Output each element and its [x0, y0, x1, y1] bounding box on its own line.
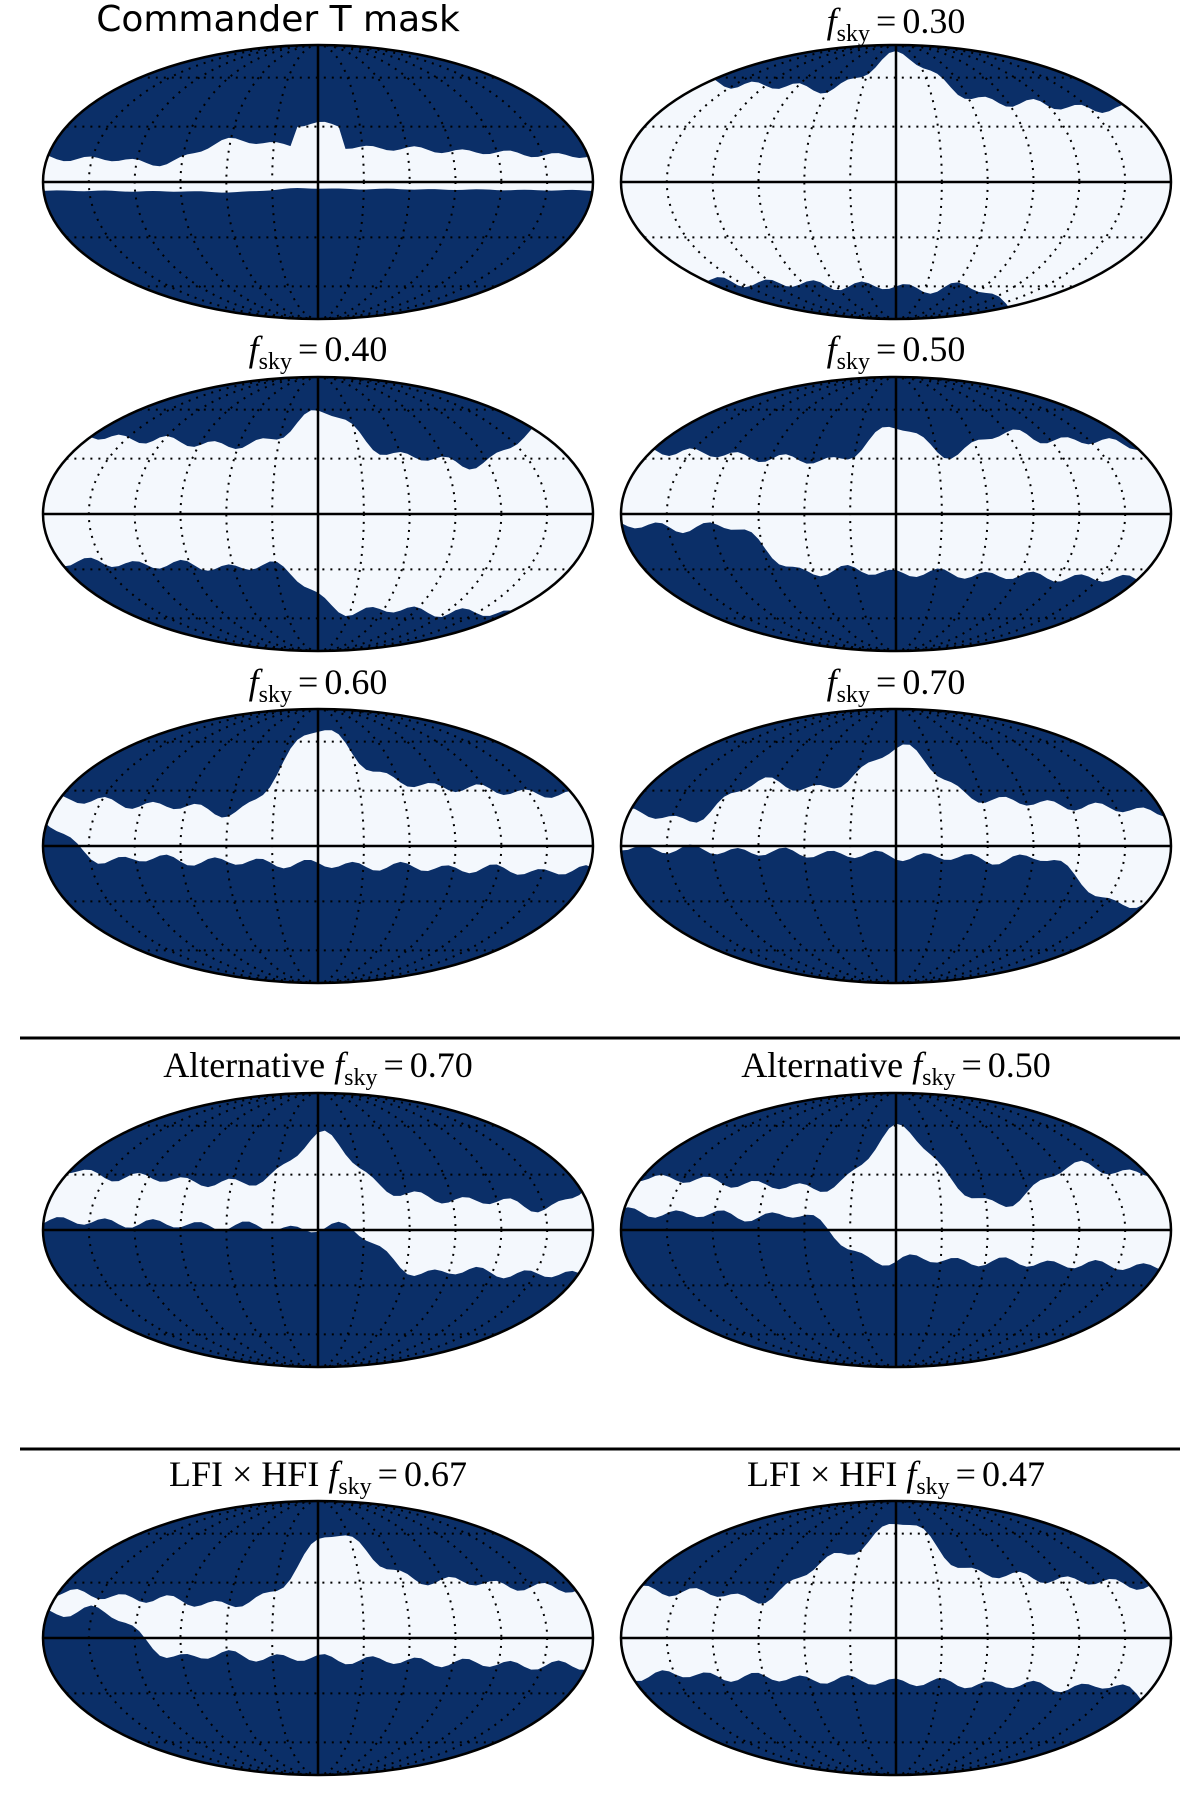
- sky-map: [619, 1499, 1173, 1777]
- title-prefix: Alternative: [741, 1045, 903, 1085]
- map-outline: [619, 707, 1173, 985]
- map-outline: [41, 375, 595, 653]
- panel-title: Alternative fsky = 0.50: [741, 1045, 1051, 1091]
- title-prefix: LFI × HFI: [747, 1454, 897, 1494]
- title-subscript: sky: [837, 682, 870, 708]
- masked-region: [621, 1501, 1171, 1604]
- title-relation: =: [956, 1454, 976, 1494]
- space: [903, 1045, 912, 1085]
- title-relation: =: [298, 662, 318, 702]
- map-outline: [619, 375, 1173, 653]
- sky-map: [619, 43, 1173, 321]
- title-value: 0.47: [982, 1454, 1045, 1494]
- sky-map: [41, 43, 595, 321]
- map-outline: [41, 43, 595, 321]
- map-outline: [619, 43, 1173, 321]
- title-subscript: sky: [344, 1065, 377, 1091]
- title-relation: =: [378, 1454, 398, 1494]
- title-subscript: sky: [916, 1474, 949, 1500]
- sky-map: [41, 1091, 595, 1369]
- masked-region: [43, 377, 593, 470]
- title-value: 0.50: [988, 1045, 1051, 1085]
- title-relation: =: [876, 662, 896, 702]
- title-relation: =: [383, 1045, 403, 1085]
- panel-title: fsky = 0.70: [827, 662, 966, 708]
- title-value: 0.67: [404, 1454, 467, 1494]
- panel-title: LFI × HFI fsky = 0.47: [747, 1454, 1045, 1500]
- masked-region: [43, 1093, 593, 1213]
- title-value: 0.40: [324, 329, 387, 369]
- panel-title: fsky = 0.50: [827, 329, 966, 375]
- map-outline: [41, 707, 595, 985]
- title-subscript: sky: [837, 21, 870, 47]
- title-value: 0.50: [902, 329, 965, 369]
- space: [897, 1454, 906, 1494]
- title-value: 0.70: [902, 662, 965, 702]
- title-subscript: sky: [259, 349, 292, 375]
- panel-title: Alternative fsky = 0.70: [163, 1045, 473, 1091]
- panel-title: fsky = 0.30: [827, 1, 966, 47]
- sky-map: [619, 375, 1173, 653]
- panel-title: fsky = 0.40: [249, 329, 388, 375]
- map-outline: [619, 1499, 1173, 1777]
- title-relation: =: [961, 1045, 981, 1085]
- panel-title: fsky = 0.60: [249, 662, 388, 708]
- sky-map: [619, 707, 1173, 985]
- map-outline: [41, 1499, 595, 1777]
- panel-title: Commander T mask: [96, 0, 460, 40]
- map-outline: [619, 1091, 1173, 1369]
- title-relation: =: [298, 329, 318, 369]
- title-relation: =: [876, 1, 896, 41]
- sky-map: [41, 1499, 595, 1777]
- space: [325, 1045, 334, 1085]
- title-subscript: sky: [837, 349, 870, 375]
- title-relation: =: [876, 329, 896, 369]
- title-value: 0.70: [410, 1045, 473, 1085]
- title-prefix: Alternative: [163, 1045, 325, 1085]
- title-subscript: sky: [259, 682, 292, 708]
- space: [319, 1454, 328, 1494]
- panel-title: LFI × HFI fsky = 0.67: [169, 1454, 467, 1500]
- title-value: 0.60: [324, 662, 387, 702]
- title-subscript: sky: [338, 1474, 371, 1500]
- sky-map: [41, 707, 595, 985]
- title-prefix: LFI × HFI: [169, 1454, 319, 1494]
- title-subscript: sky: [922, 1065, 955, 1091]
- sky-map: [619, 1091, 1173, 1369]
- title-value: 0.30: [902, 1, 965, 41]
- sky-map: [41, 375, 595, 653]
- map-outline: [41, 1091, 595, 1369]
